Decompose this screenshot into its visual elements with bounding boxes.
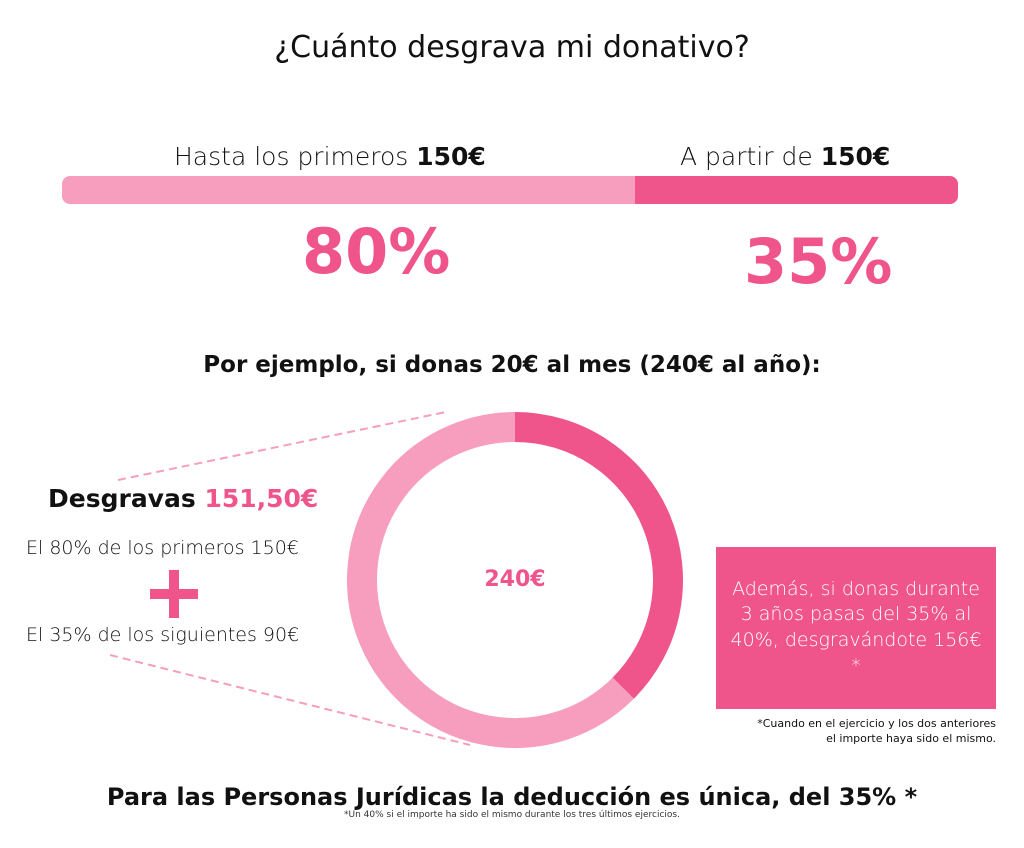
deduction-value: 151,50€ bbox=[204, 484, 319, 513]
tier-2-label: A partir de 150€ bbox=[680, 142, 890, 171]
tier-1-label-amount: 150€ bbox=[416, 142, 486, 171]
page-title: ¿Cuánto desgrava mi donativo? bbox=[274, 30, 750, 65]
donut-center-label: 240€ bbox=[484, 567, 546, 592]
legal-entities-heading: Para las Personas Jurídicas la deducción… bbox=[106, 783, 918, 811]
box-note: *Cuando en el ejercicio y los dos anteri… bbox=[757, 716, 996, 747]
legal-entities-note: *Un 40% si el importe ha sido el mismo d… bbox=[344, 810, 680, 820]
deduction-line-1: El 80% de los primeros 150€ bbox=[26, 537, 299, 559]
tier-bar bbox=[62, 176, 958, 204]
tier-2-label-amount: 150€ bbox=[820, 142, 891, 171]
deduction-heading: Desgravas 151,50€ bbox=[48, 484, 318, 513]
three-year-box: Además, si donas durante 3 años pasas de… bbox=[716, 547, 996, 709]
box-note-line-1: *Cuando en el ejercicio y los dos anteri… bbox=[757, 717, 996, 730]
deduction-line-2: El 35% de los siguientes 90€ bbox=[26, 624, 300, 646]
connector-bottom bbox=[109, 654, 471, 746]
connector-top bbox=[117, 411, 447, 481]
tier-bar-segment-1 bbox=[62, 176, 635, 204]
tier-1-rate: 80% bbox=[302, 215, 451, 288]
example-heading: Por ejemplo, si donas 20€ al mes (240€ a… bbox=[203, 352, 821, 378]
tier-bar-segment-2 bbox=[635, 176, 958, 204]
tier-1-label-text: Hasta los primeros bbox=[174, 142, 417, 171]
tier-1-label: Hasta los primeros 150€ bbox=[174, 142, 486, 171]
deduction-label: Desgravas bbox=[48, 484, 205, 513]
three-year-text: Además, si donas durante 3 años pasas de… bbox=[730, 577, 982, 677]
donut-segment-next-90 bbox=[514, 412, 683, 699]
box-note-line-2: el importe haya sido el mismo. bbox=[826, 732, 996, 746]
tier-2-rate: 35% bbox=[744, 225, 893, 298]
tier-2-label-text: A partir de bbox=[680, 142, 821, 171]
donut-segment-first-150 bbox=[347, 412, 634, 748]
plus-icon bbox=[150, 570, 198, 618]
